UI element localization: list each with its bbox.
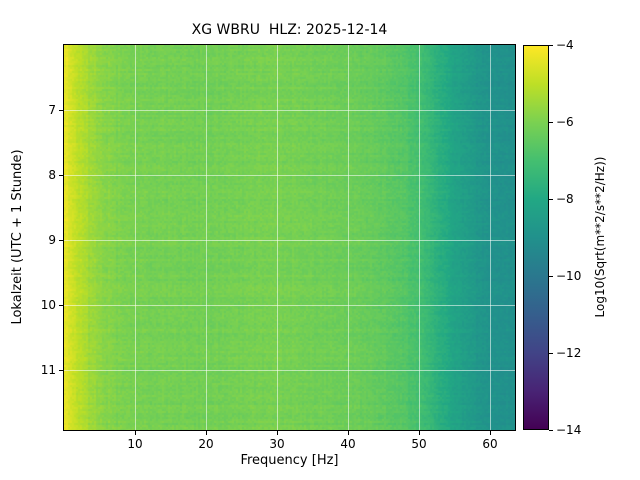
- gridline-horizontal: [64, 175, 515, 176]
- colorbar-tick-label: −12: [556, 346, 582, 360]
- colorbar-tick-label: −8: [556, 192, 574, 206]
- x-tick-label: 30: [269, 437, 285, 451]
- spectrogram-canvas: [64, 45, 515, 430]
- gridline-horizontal: [64, 370, 515, 371]
- y-tick-label: 10: [40, 298, 56, 312]
- y-tick-label: 8: [48, 168, 56, 182]
- y-tick-mark: [59, 110, 63, 111]
- colorbar-tick-label: −10: [556, 269, 582, 283]
- colorbar-tick-mark: [549, 122, 553, 123]
- colorbar-tick-mark: [549, 199, 553, 200]
- y-tick-mark: [59, 240, 63, 241]
- y-tick-mark: [59, 305, 63, 306]
- x-tick-mark: [348, 431, 349, 435]
- colorbar: [523, 45, 549, 430]
- colorbar-label: Log10(Sqrt(m**2/s**2/Hz)): [593, 156, 607, 318]
- gridline-vertical: [419, 45, 420, 430]
- x-tick-mark: [135, 431, 136, 435]
- gridline-vertical: [348, 45, 349, 430]
- gridline-vertical: [490, 45, 491, 430]
- y-tick-label: 11: [40, 363, 56, 377]
- y-tick-mark: [59, 175, 63, 176]
- gridline-horizontal: [64, 305, 515, 306]
- x-tick-mark: [490, 431, 491, 435]
- colorbar-tick-label: −6: [556, 115, 574, 129]
- x-tick-label: 50: [411, 437, 427, 451]
- plot-area: [63, 44, 516, 431]
- gridline-horizontal: [64, 110, 515, 111]
- chart-title: XG WBRU HLZ: 2025-12-14: [191, 22, 388, 38]
- colorbar-tick-label: −4: [556, 38, 574, 52]
- x-tick-label: 40: [340, 437, 356, 451]
- colorbar-tick-mark: [549, 430, 553, 431]
- x-tick-label: 20: [198, 437, 214, 451]
- y-tick-mark: [59, 370, 63, 371]
- gridline-vertical: [206, 45, 207, 430]
- y-tick-label: 7: [48, 103, 56, 117]
- x-axis-label: Frequency [Hz]: [240, 453, 339, 468]
- y-tick-label: 9: [48, 233, 56, 247]
- colorbar-tick-label: −14: [556, 423, 582, 437]
- x-tick-mark: [419, 431, 420, 435]
- x-tick-label: 10: [127, 437, 143, 451]
- x-tick-label: 60: [482, 437, 498, 451]
- x-tick-mark: [277, 431, 278, 435]
- gridline-vertical: [277, 45, 278, 430]
- gridline-vertical: [135, 45, 136, 430]
- colorbar-tick-mark: [549, 276, 553, 277]
- colorbar-tick-mark: [549, 45, 553, 46]
- gridline-horizontal: [64, 240, 515, 241]
- colorbar-tick-mark: [549, 353, 553, 354]
- x-tick-mark: [206, 431, 207, 435]
